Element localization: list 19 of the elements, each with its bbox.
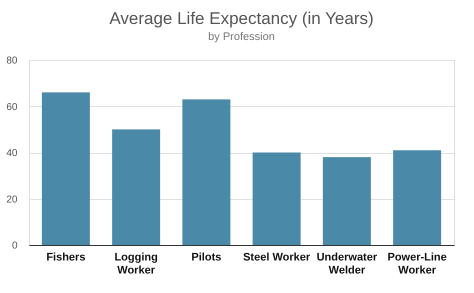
bar — [393, 150, 442, 245]
bar — [42, 92, 90, 245]
y-tick-label: 0 — [12, 240, 18, 252]
bar — [252, 152, 301, 245]
x-tick-label: Power-Line Worker — [387, 252, 447, 276]
chart-subtitle: by Profession — [208, 31, 275, 43]
x-tick-label: Fishers — [46, 252, 86, 264]
bar — [322, 157, 371, 245]
x-tick-label: Steel Worker — [243, 252, 311, 264]
x-tick-label: Pilots — [191, 252, 222, 264]
x-tick-label: Underwater Welder — [316, 252, 378, 276]
y-tick-label: 80 — [6, 56, 18, 66]
y-tick-label: 40 — [6, 148, 18, 159]
bar — [112, 129, 160, 245]
chart-title: Average Life Expectancy (in Years) — [109, 9, 374, 28]
bar — [182, 99, 230, 245]
y-tick-label: 20 — [6, 194, 18, 206]
y-tick-label: 60 — [6, 102, 18, 113]
x-tick-label: Logging Worker — [114, 252, 158, 276]
